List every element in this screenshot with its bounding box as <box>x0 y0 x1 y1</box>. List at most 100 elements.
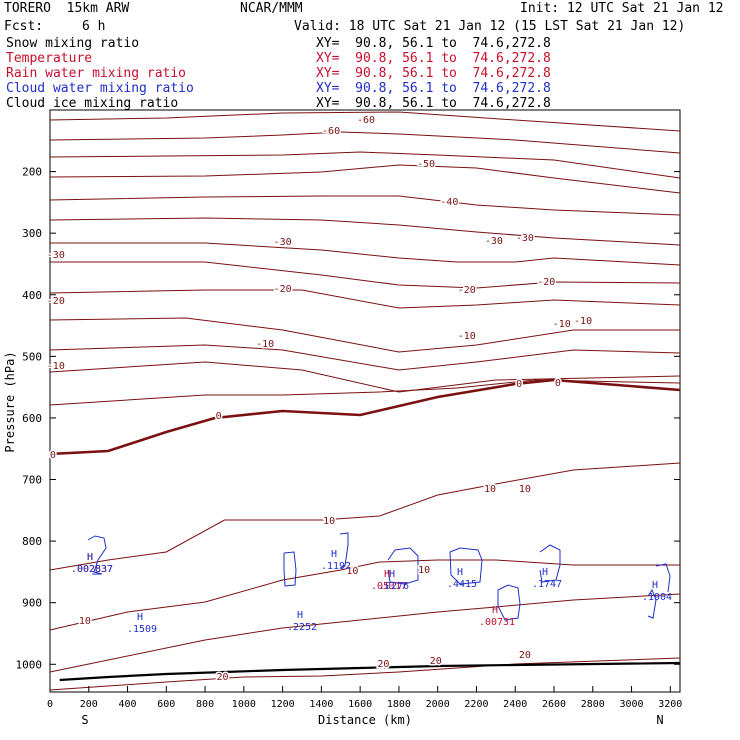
contour-label: 10 <box>323 516 335 527</box>
contour-label: 20 <box>216 672 228 683</box>
contour-label: -10 <box>458 331 476 342</box>
plot-frame <box>49 109 681 693</box>
temperature-contour <box>49 131 681 154</box>
maximum-value: .00731 <box>479 617 515 628</box>
contour-label: -30 <box>485 236 503 247</box>
x-tick-label: 400 <box>119 699 137 710</box>
maximum-marker: H <box>87 552 93 563</box>
maximum-marker: H <box>137 612 143 623</box>
x-tick-label: 1400 <box>309 699 333 710</box>
y-tick-label: 1000 <box>16 658 43 671</box>
x-tick-label: 3200 <box>658 699 682 710</box>
legend-rain-label: Rain water mixing ratio <box>6 66 187 81</box>
contour-label: 20 <box>519 650 531 661</box>
contour-label: -40 <box>440 197 458 208</box>
temperature-contour <box>49 559 680 631</box>
center-title: NCAR/MMM <box>240 1 303 16</box>
contour-label: 20 <box>377 659 389 670</box>
maximum-value: .2252 <box>287 622 317 633</box>
temperature-contour <box>49 151 681 179</box>
temperature-contour <box>49 111 681 132</box>
contour-label: -20 <box>537 277 555 288</box>
init-time: Init: 12 UTC Sat 21 Jan 12 <box>520 1 724 16</box>
temperature-contour <box>49 462 681 571</box>
temperature-contour <box>49 289 681 309</box>
cloud-contour <box>283 551 297 587</box>
contour-label: 20 <box>430 656 442 667</box>
cloud-contour <box>339 532 349 569</box>
maximum-value: .0276 <box>379 581 409 592</box>
x-tick-label: 2200 <box>464 699 488 710</box>
legend-snow-xy: XY= 90.8, 56.1 to 74.6,272.8 <box>316 36 551 51</box>
contour-label: -20 <box>47 296 65 307</box>
temperature-contour <box>49 217 681 246</box>
x-tick-label: 1000 <box>232 699 256 710</box>
valid-time: Valid: 18 UTC Sat 21 Jan 12 (15 LST Sat … <box>294 19 686 34</box>
y-tick-label: 700 <box>22 474 42 487</box>
maximum-marker: H <box>389 569 395 580</box>
contour-label: 0 <box>216 411 222 422</box>
maximum-marker: H <box>492 605 498 616</box>
contour-label: 10 <box>418 565 430 576</box>
x-axis-label: Distance (km) <box>318 713 412 727</box>
y-axis-label: Pressure (hPa) <box>3 351 17 452</box>
north-label: N <box>656 713 663 727</box>
maximum-value: .4415 <box>447 579 477 590</box>
forecast-value: 6 h <box>82 19 106 34</box>
legend-cloud-ice-xy: XY= 90.8, 56.1 to 74.6,272.8 <box>316 96 551 111</box>
temperature-contour <box>49 195 681 216</box>
contour-label: -20 <box>274 284 292 295</box>
forecast-label: Fcst: <box>4 19 44 34</box>
temperature-contour <box>49 657 681 691</box>
surface-line <box>59 661 681 682</box>
temperature-contour <box>49 361 681 393</box>
maximum-marker: H <box>457 567 463 578</box>
maximum-value: .002837 <box>71 564 113 575</box>
x-tick-label: 600 <box>157 699 175 710</box>
legend-cloud-water-xy: XY= 90.8, 56.1 to 74.6,272.8 <box>316 81 551 96</box>
cloud-contour <box>497 584 521 621</box>
temperature-contour <box>49 344 681 371</box>
legend-temperature-label: Temperature <box>6 51 93 66</box>
contour-label: 10 <box>519 484 531 495</box>
legend-temperature-xy: XY= 90.8, 56.1 to 74.6,272.8 <box>316 51 551 66</box>
temperature-contour <box>49 379 681 406</box>
x-tick-label: 1200 <box>271 699 295 710</box>
contour-label: 0 <box>50 450 56 461</box>
x-tick-label: 0 <box>47 699 53 710</box>
x-tick-label: 2400 <box>503 699 527 710</box>
contour-label: -10 <box>47 361 65 372</box>
cloud-contour <box>539 544 561 583</box>
x-tick-label: 1800 <box>387 699 411 710</box>
y-tick-label: 300 <box>22 227 42 240</box>
y-tick-label: 400 <box>22 289 42 302</box>
contour-label: 10 <box>79 616 91 627</box>
maximum-value: .1192 <box>321 561 351 572</box>
contour-label: -60 <box>357 115 375 126</box>
x-tick-label: 2600 <box>542 699 566 710</box>
temperature-contour <box>49 317 680 353</box>
maximum-marker: H <box>652 580 658 591</box>
x-tick-label: 1600 <box>348 699 372 710</box>
maximum-marker: H <box>87 552 93 563</box>
x-tick-label: 200 <box>80 699 98 710</box>
south-label: S <box>81 713 88 727</box>
temperature-contour <box>50 261 681 289</box>
maximum-marker: H <box>542 567 548 578</box>
contour-label: -30 <box>274 237 292 248</box>
contour-label: -60 <box>322 126 340 137</box>
y-tick-label: 800 <box>22 535 42 548</box>
cloud-contour <box>655 563 671 593</box>
maximum-marker: H <box>384 569 390 580</box>
contour-label: 0 <box>555 378 561 389</box>
cloud-contour <box>387 547 419 585</box>
y-tick-label: 900 <box>22 597 42 610</box>
legend-rain-xy: XY= 90.8, 56.1 to 74.6,272.8 <box>316 66 551 81</box>
temperature-contour <box>49 593 681 673</box>
maximum-value: .05317 <box>371 581 407 592</box>
legend-cloud-ice-label: Cloud ice mixing ratio <box>6 96 179 111</box>
cloud-contour <box>87 535 107 575</box>
model-title: TORERO 15km ARW <box>4 1 130 16</box>
contour-label: -50 <box>417 159 435 170</box>
